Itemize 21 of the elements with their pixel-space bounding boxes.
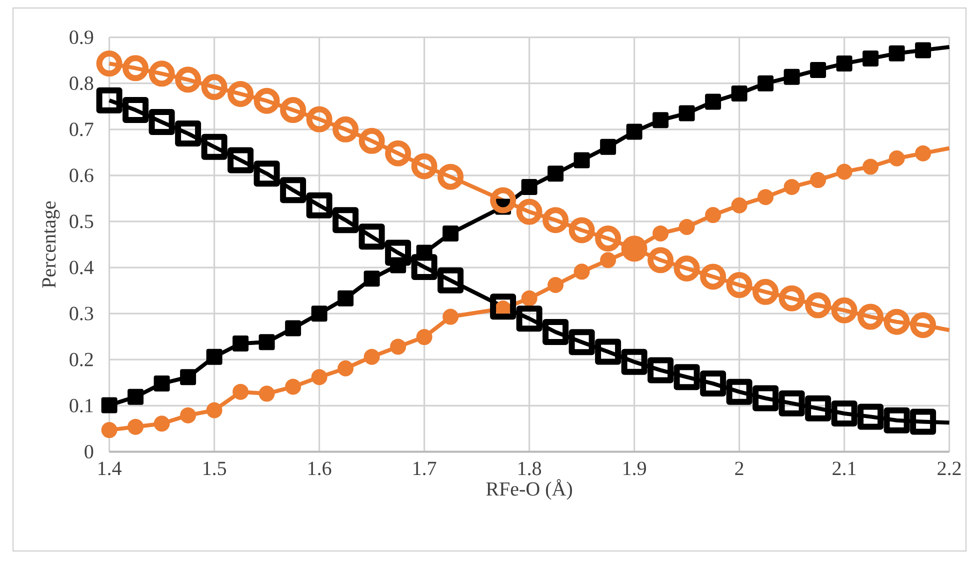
x-tick-label: 1.8: [518, 462, 542, 476]
x-axis-title: RFe-O (Å): [486, 479, 572, 500]
x-tick-label: 1.4: [98, 462, 122, 476]
x-tick-label: 1.5: [204, 462, 226, 476]
x-tick-label: 2: [735, 462, 744, 475]
y-tick-label: 0: [84, 444, 94, 458]
x-tick-label: 1.9: [624, 462, 646, 476]
x-tick-label: 1.6: [308, 462, 332, 476]
y-tick-label: 0.8: [70, 76, 94, 90]
y-tick-label: 0.7: [70, 122, 94, 136]
y-tick-label: 0.5: [70, 214, 94, 228]
y-tick-label: 0.3: [70, 306, 94, 320]
y-tick-label: 0.9: [70, 30, 94, 44]
y-tick-label: 0.6: [70, 168, 94, 182]
x-tick-label: 1.7: [414, 462, 436, 476]
x-tick-label: 2.1: [832, 462, 856, 476]
x-tick-label: 2.2: [938, 462, 961, 476]
y-tick-label: 0.2: [70, 352, 93, 366]
y-tick-label: 0.4: [70, 260, 94, 274]
y-tick-label: 0.1: [70, 398, 93, 412]
y-axis-title: Percentage: [42, 201, 60, 288]
